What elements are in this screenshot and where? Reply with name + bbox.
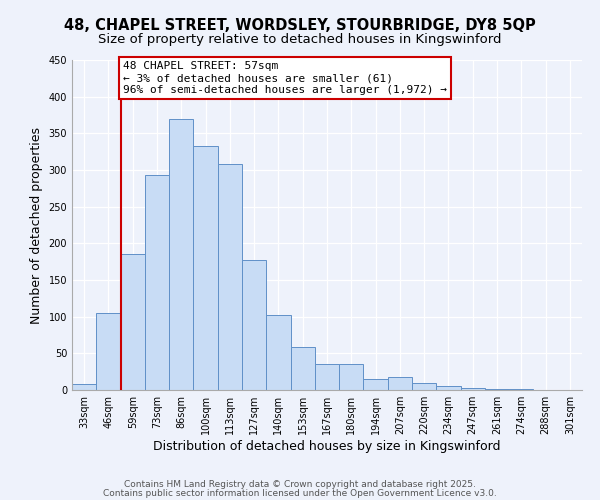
- Bar: [339, 364, 364, 390]
- Bar: [436, 386, 461, 390]
- Bar: [461, 388, 485, 390]
- Bar: [242, 260, 266, 390]
- Text: 48 CHAPEL STREET: 57sqm
← 3% of detached houses are smaller (61)
96% of semi-det: 48 CHAPEL STREET: 57sqm ← 3% of detached…: [123, 62, 447, 94]
- Text: Contains public sector information licensed under the Open Government Licence v3: Contains public sector information licen…: [103, 489, 497, 498]
- Bar: [145, 175, 169, 390]
- Bar: [266, 315, 290, 390]
- Bar: [218, 164, 242, 390]
- Bar: [169, 118, 193, 390]
- Bar: [364, 379, 388, 390]
- Bar: [388, 377, 412, 390]
- Bar: [193, 146, 218, 390]
- Text: 48, CHAPEL STREET, WORDSLEY, STOURBRIDGE, DY8 5QP: 48, CHAPEL STREET, WORDSLEY, STOURBRIDGE…: [64, 18, 536, 32]
- Bar: [121, 254, 145, 390]
- X-axis label: Distribution of detached houses by size in Kingswinford: Distribution of detached houses by size …: [153, 440, 501, 453]
- Bar: [315, 364, 339, 390]
- Bar: [412, 382, 436, 390]
- Bar: [72, 384, 96, 390]
- Text: Contains HM Land Registry data © Crown copyright and database right 2025.: Contains HM Land Registry data © Crown c…: [124, 480, 476, 489]
- Bar: [96, 313, 121, 390]
- Bar: [290, 348, 315, 390]
- Y-axis label: Number of detached properties: Number of detached properties: [30, 126, 43, 324]
- Bar: [485, 388, 509, 390]
- Text: Size of property relative to detached houses in Kingswinford: Size of property relative to detached ho…: [98, 32, 502, 46]
